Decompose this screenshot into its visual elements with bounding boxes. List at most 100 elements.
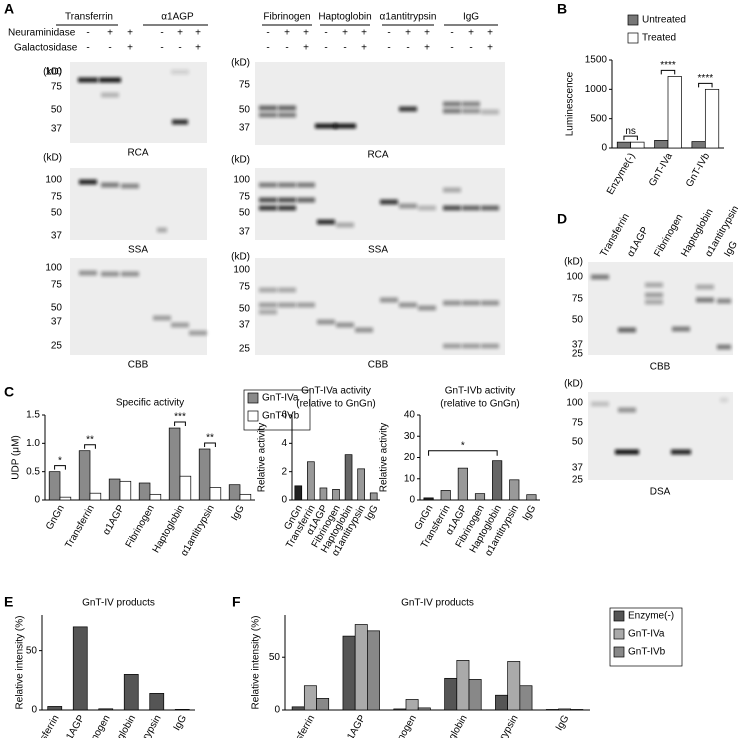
stain-label: RCA (127, 148, 148, 159)
marker-label: 100 (566, 272, 583, 283)
bar (307, 461, 315, 501)
significance-bracket (698, 82, 713, 88)
bar (47, 706, 63, 711)
bar (48, 471, 61, 501)
bar (239, 493, 252, 501)
bar (149, 493, 162, 501)
band (259, 287, 277, 293)
y-tick-label: 0 (34, 495, 40, 506)
sign: - (324, 43, 327, 54)
bar (444, 677, 458, 711)
y-tick-label: 0 (281, 495, 287, 506)
band (720, 397, 728, 403)
band (336, 322, 354, 328)
protein-label: Fibrinogen (263, 12, 310, 23)
band (443, 101, 461, 107)
legend-swatch (613, 646, 625, 658)
sign: + (127, 43, 133, 54)
marker-label: 100 (233, 175, 250, 186)
stain-label: CBB (368, 360, 389, 371)
marker-label: 37 (239, 227, 251, 238)
marker-label: (kD) (231, 58, 250, 69)
y-tick-label: 2 (281, 466, 287, 477)
bar (316, 698, 330, 711)
significance-bracket (623, 135, 638, 141)
band (278, 302, 296, 308)
y-axis-label: Relative activity (379, 423, 390, 492)
stain-label: SSA (128, 245, 148, 256)
y-axis-label: Luminescence (565, 71, 576, 136)
bar (545, 709, 559, 711)
sign: + (424, 43, 430, 54)
y-axis-label: UDP (μM) (11, 435, 22, 479)
stain-label: DSA (650, 487, 671, 498)
sign: + (195, 43, 201, 54)
y-tick-label: 1.5 (26, 410, 40, 421)
band (278, 197, 296, 203)
band (259, 309, 277, 315)
marker-label: 100 (566, 398, 583, 409)
x-tick-label: Transferrin (284, 713, 318, 738)
bar (294, 485, 303, 501)
bar (456, 660, 470, 711)
band (259, 105, 277, 111)
sign: - (178, 43, 181, 54)
band (297, 197, 315, 203)
band (78, 77, 98, 83)
legend-label: GnT-IVa (262, 393, 299, 404)
x-tick-label: Transferrin (28, 713, 62, 738)
marker-label: (kD) (564, 379, 583, 390)
bar (344, 454, 353, 501)
marker-label: 75 (51, 280, 63, 291)
marker-label: 50 (239, 208, 251, 219)
sign: + (303, 43, 309, 54)
band (418, 205, 436, 211)
protein-label: IgG (463, 12, 479, 23)
treatment-label: Galactosidase (14, 43, 78, 54)
sign: + (468, 28, 474, 39)
legend-swatch (613, 628, 625, 640)
sign: - (324, 28, 327, 39)
y-tick-label: 0 (601, 143, 607, 154)
marker-label: 37 (239, 123, 251, 134)
bar (630, 141, 645, 149)
chart-subtitle: (relative to GnGn) (296, 399, 375, 410)
band (317, 219, 335, 225)
bar (367, 630, 380, 711)
x-tick-label: Haptoglobin (434, 713, 470, 738)
band (171, 69, 189, 75)
sign: - (108, 43, 111, 54)
bar (474, 493, 486, 501)
significance-bracket (84, 444, 96, 449)
bar (357, 468, 365, 501)
x-tick-label: Fibrinogen (386, 713, 419, 738)
y-tick-label: 0.5 (26, 466, 40, 477)
marker-label: 50 (51, 208, 63, 219)
bar (468, 679, 482, 711)
band (355, 327, 373, 333)
bar (507, 661, 521, 711)
panel-letter: B (557, 1, 567, 17)
sign: - (469, 43, 472, 54)
significance-label: * (461, 440, 465, 451)
sign: - (160, 28, 163, 39)
sign: + (107, 28, 113, 39)
blot (588, 262, 733, 355)
band (171, 322, 189, 328)
bar (332, 489, 340, 501)
y-tick-label: 30 (404, 431, 416, 442)
marker-label: 50 (239, 105, 251, 116)
marker-label: (kD) (43, 153, 62, 164)
blot (255, 258, 505, 355)
y-tick-label: 1500 (585, 55, 608, 66)
chart-title: GnT-IV products (401, 598, 474, 609)
band (618, 327, 636, 333)
bar (405, 699, 419, 711)
sign: - (406, 43, 409, 54)
band (259, 205, 277, 211)
marker-label: 75 (239, 282, 251, 293)
band (399, 106, 417, 112)
sign: - (266, 28, 269, 39)
y-tick-label: 6 (281, 410, 287, 421)
bar (570, 709, 584, 711)
